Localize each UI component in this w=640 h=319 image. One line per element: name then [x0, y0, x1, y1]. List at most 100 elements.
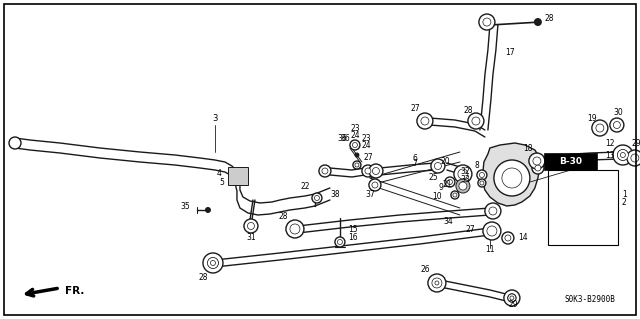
Circle shape [613, 145, 633, 165]
Circle shape [456, 179, 470, 193]
Circle shape [428, 274, 446, 292]
Circle shape [459, 182, 467, 190]
Text: 23: 23 [362, 134, 372, 143]
Circle shape [535, 165, 541, 171]
Circle shape [369, 164, 383, 178]
Circle shape [610, 118, 624, 132]
Text: 28: 28 [545, 13, 554, 23]
Circle shape [472, 117, 480, 125]
Circle shape [477, 170, 487, 180]
Circle shape [451, 191, 459, 199]
Circle shape [319, 165, 331, 177]
Text: 3: 3 [212, 114, 218, 122]
Circle shape [369, 179, 381, 191]
Circle shape [314, 196, 319, 201]
Text: 14: 14 [518, 234, 527, 242]
Circle shape [335, 237, 345, 247]
Circle shape [350, 140, 360, 150]
Text: 21: 21 [442, 181, 452, 189]
Text: 36: 36 [337, 134, 347, 143]
Circle shape [372, 167, 380, 174]
Circle shape [203, 253, 223, 273]
Circle shape [479, 14, 495, 30]
Circle shape [372, 182, 378, 188]
Circle shape [435, 162, 442, 169]
Text: 28: 28 [198, 273, 208, 283]
Circle shape [508, 294, 516, 302]
Polygon shape [483, 143, 540, 206]
Circle shape [362, 165, 374, 177]
Circle shape [322, 168, 328, 174]
Circle shape [205, 207, 211, 213]
Text: 35: 35 [180, 203, 190, 211]
Circle shape [534, 18, 542, 26]
Circle shape [447, 180, 452, 184]
Text: 13: 13 [605, 151, 614, 160]
Text: 14: 14 [546, 160, 556, 169]
Text: 6: 6 [412, 153, 417, 162]
Circle shape [337, 240, 342, 244]
Circle shape [505, 235, 511, 241]
Circle shape [627, 150, 640, 166]
Circle shape [478, 179, 486, 187]
Text: 17: 17 [505, 48, 515, 56]
Circle shape [620, 152, 625, 158]
Text: 8: 8 [475, 161, 479, 170]
Circle shape [508, 294, 516, 302]
Circle shape [458, 169, 468, 179]
Text: 29: 29 [631, 138, 640, 147]
Text: 25: 25 [428, 174, 438, 182]
Text: 28: 28 [278, 212, 288, 221]
Text: 26: 26 [420, 265, 429, 274]
Circle shape [502, 232, 514, 244]
Text: 32: 32 [460, 167, 470, 176]
Circle shape [290, 224, 300, 234]
Text: 5: 5 [219, 179, 224, 188]
Circle shape [208, 258, 218, 268]
Text: 4: 4 [217, 169, 222, 179]
Text: 19: 19 [587, 114, 596, 122]
Text: 30: 30 [613, 108, 623, 116]
Circle shape [483, 222, 501, 240]
Circle shape [510, 296, 514, 300]
Text: 34: 34 [443, 218, 452, 226]
Circle shape [533, 157, 541, 165]
Circle shape [504, 290, 520, 306]
Bar [545, 154, 597, 170]
Circle shape [355, 163, 359, 167]
Circle shape [453, 193, 457, 197]
Text: 23: 23 [350, 123, 360, 132]
Circle shape [244, 219, 258, 233]
Circle shape [445, 177, 455, 187]
Text: FR.: FR. [65, 286, 84, 296]
Circle shape [365, 168, 371, 174]
Circle shape [473, 118, 479, 124]
Text: 24: 24 [350, 130, 360, 139]
Circle shape [613, 122, 620, 129]
Bar [228, 167, 248, 185]
Text: 10: 10 [432, 192, 442, 202]
Circle shape [532, 162, 544, 174]
Text: 22: 22 [300, 182, 310, 191]
Text: 12: 12 [605, 138, 614, 147]
Circle shape [9, 137, 21, 149]
Text: 29: 29 [508, 300, 518, 309]
Circle shape [211, 261, 216, 265]
Text: S0K3-B2900B: S0K3-B2900B [564, 295, 615, 304]
Circle shape [417, 113, 433, 129]
Text: 38: 38 [330, 190, 340, 199]
Circle shape [494, 160, 530, 196]
Circle shape [489, 207, 497, 215]
Text: 33: 33 [460, 175, 470, 184]
Circle shape [207, 257, 218, 269]
Text: 27: 27 [410, 103, 420, 113]
Text: 37: 37 [365, 190, 375, 199]
Circle shape [353, 161, 361, 169]
Text: 31: 31 [246, 234, 256, 242]
Circle shape [618, 150, 628, 160]
Circle shape [596, 124, 604, 132]
Circle shape [631, 154, 639, 162]
Circle shape [355, 152, 360, 158]
Text: 27: 27 [363, 152, 372, 161]
Circle shape [312, 193, 322, 203]
